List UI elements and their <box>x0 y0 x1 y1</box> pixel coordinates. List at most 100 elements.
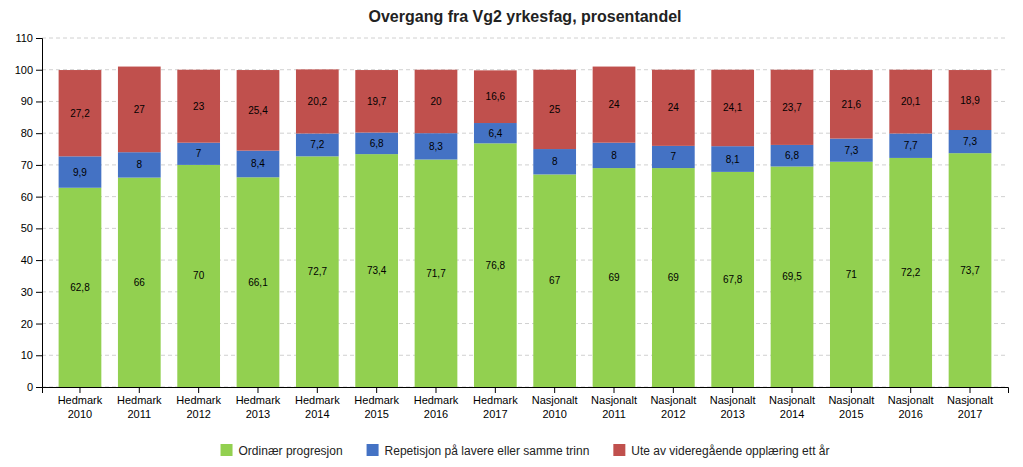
bar <box>355 133 398 155</box>
data-label: 76,8 <box>486 260 506 271</box>
bar <box>355 154 398 387</box>
data-label: 7,3 <box>844 145 858 156</box>
data-label: 24 <box>608 99 620 110</box>
tick-label: Hedmark2016 <box>414 394 459 420</box>
tick-label: 10 <box>21 349 33 361</box>
tick-label-line: Hedmark <box>295 394 340 406</box>
bar <box>711 146 754 172</box>
data-label: 8 <box>611 150 617 161</box>
tick-label-line: Nasjonalt <box>769 394 815 406</box>
data-label: 7 <box>671 151 677 162</box>
tick-mark <box>36 324 42 325</box>
data-label: 8 <box>137 159 143 170</box>
legend-label: Ordinær progresjon <box>239 444 343 458</box>
y-tick: 20 <box>21 318 42 330</box>
data-label: 7,7 <box>904 140 918 151</box>
tick-label-line: Nasjonalt <box>591 394 637 406</box>
bar <box>237 151 280 178</box>
chart: Overgang fra Vg2 yrkesfag, prosentandel 6… <box>0 0 1023 467</box>
axis-domain <box>36 39 43 388</box>
data-label: 67,8 <box>723 274 743 285</box>
tick-label: Nasjonalt2010 <box>532 394 578 420</box>
bar <box>652 146 695 168</box>
bar <box>59 156 102 187</box>
tick-mark <box>139 387 140 393</box>
tick-label: Hedmark2015 <box>354 394 399 420</box>
bar <box>652 70 695 146</box>
bar <box>533 70 576 149</box>
tick-label-line: Nasjonalt <box>888 394 934 406</box>
bar <box>474 123 517 143</box>
bar <box>533 149 576 174</box>
tick-mark <box>79 387 80 393</box>
tick-mark <box>36 70 42 71</box>
bar <box>177 143 220 165</box>
bar <box>237 177 280 387</box>
tick-label: 70 <box>21 159 33 171</box>
tick-mark <box>36 165 42 166</box>
x-tick: Nasjonalt2017 <box>947 387 993 420</box>
bar-series <box>59 67 992 157</box>
bar <box>177 165 220 387</box>
bar <box>889 158 932 387</box>
bar <box>296 69 339 133</box>
tick-label: Nasjonalt2016 <box>888 394 934 420</box>
data-label: 72,2 <box>901 267 921 278</box>
bar <box>771 166 814 387</box>
x-tick: Nasjonalt2015 <box>828 387 874 420</box>
tick-label-line: 2012 <box>186 408 210 420</box>
tick-mark <box>36 228 42 229</box>
data-label: 23,7 <box>782 102 802 113</box>
data-label: 20,2 <box>308 96 328 107</box>
tick-label-line: 2015 <box>364 408 388 420</box>
tick-label-line: Nasjonalt <box>828 394 874 406</box>
bar <box>949 153 992 387</box>
bar <box>118 67 161 153</box>
tick-label-line: 2012 <box>661 408 685 420</box>
bar <box>889 133 932 157</box>
y-tick: 110 <box>15 32 42 44</box>
data-label: 20 <box>430 96 442 107</box>
tick-mark <box>257 387 258 393</box>
legend-item: Ordinær progresjon <box>221 444 343 458</box>
bar <box>474 70 517 123</box>
data-labels: 62,8667066,172,773,471,776,867696967,869… <box>70 91 980 293</box>
tick-label-line: Hedmark <box>414 394 459 406</box>
x-tick: Hedmark2010 <box>58 387 103 420</box>
tick-label: 50 <box>21 222 33 234</box>
y-tick: 40 <box>21 254 42 266</box>
tick-label-line: Nasjonalt <box>650 394 696 406</box>
tick-label-line: Hedmark <box>473 394 518 406</box>
x-tick: Hedmark2013 <box>236 387 281 420</box>
bar <box>415 133 458 159</box>
tick-label-line: Nasjonalt <box>710 394 756 406</box>
data-label: 66,1 <box>248 277 268 288</box>
x-tick: Nasjonalt2010 <box>532 387 578 420</box>
data-label: 67 <box>549 275 561 286</box>
x-tick: Nasjonalt2011 <box>591 387 637 420</box>
tick-label-line: 2010 <box>542 408 566 420</box>
data-label: 6,8 <box>370 138 384 149</box>
bar <box>949 130 992 153</box>
x-tick: Hedmark2012 <box>176 387 221 420</box>
data-label: 8 <box>552 156 558 167</box>
bar <box>652 168 695 387</box>
bar <box>830 139 873 162</box>
tick-label: Hedmark 2014 <box>295 394 340 420</box>
title: Overgang fra Vg2 yrkesfag, prosentandel <box>369 8 682 25</box>
data-label: 66 <box>134 277 146 288</box>
y-tick: 50 <box>21 222 42 234</box>
legend-label: Ute av videregående opplæring ett år <box>631 444 829 458</box>
bar <box>415 70 458 133</box>
tick-label: 40 <box>21 254 33 266</box>
tick-label: Hedmark 2017 <box>473 394 518 420</box>
tick-mark <box>36 197 42 198</box>
x-tick: Nasjonalt 2012 <box>650 387 696 420</box>
tick-mark <box>970 387 971 393</box>
tick-mark <box>36 101 42 102</box>
x-tick: Hedmark2015 <box>354 387 399 420</box>
y-tick: 0 <box>27 381 42 393</box>
legend-swatch <box>221 444 233 456</box>
tick-label-line: 2017 <box>483 408 507 420</box>
tick-label-line: 2014 <box>305 408 329 420</box>
